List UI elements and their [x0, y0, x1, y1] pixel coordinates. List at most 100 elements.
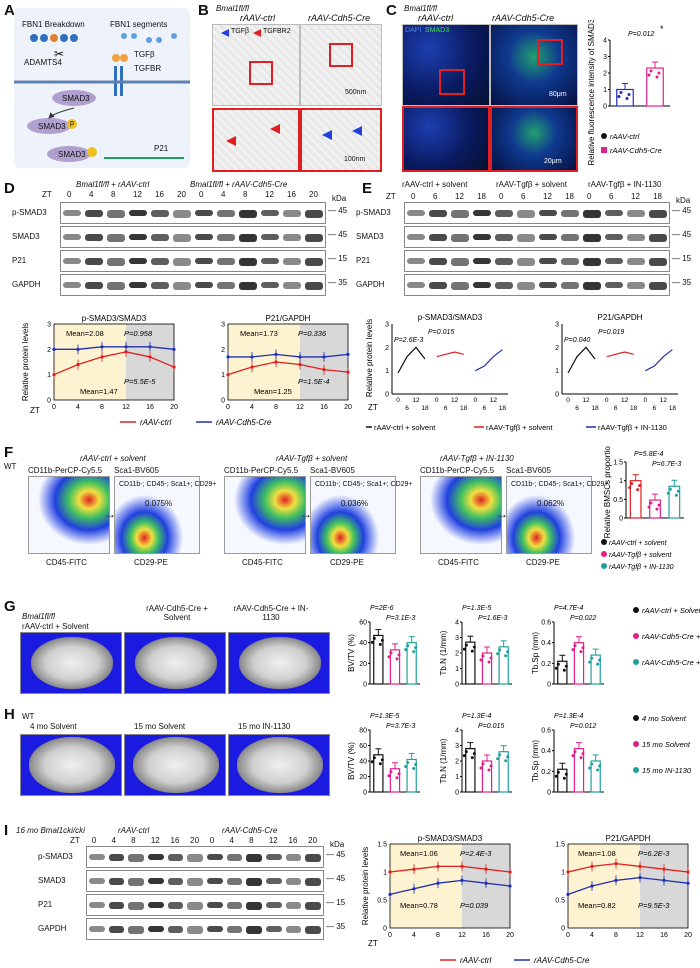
y-axis-label: Relative protein levels [366, 319, 374, 397]
x-tick-label: 6 [444, 405, 448, 412]
data-point [100, 355, 104, 359]
blot-band [85, 210, 103, 217]
blot-band [451, 258, 469, 266]
blot-band [89, 854, 105, 860]
blot-band [207, 902, 223, 908]
data-point [470, 649, 474, 653]
blot-band [128, 878, 144, 886]
panel-h-wt: WT [22, 712, 35, 721]
legend-marker [633, 607, 639, 613]
y-axis-label: Tb.Sp (mm) [531, 740, 540, 783]
panel-e-label: E [362, 180, 373, 197]
x-tick-label: 12 [412, 397, 420, 404]
data-point [76, 362, 80, 367]
flow-gate-label: CD11b-; CD45-; Sca1+; CD29+ [119, 481, 217, 488]
data-point [397, 772, 401, 776]
smad3-p-label: SMAD3 [38, 122, 66, 131]
blot-band [451, 234, 469, 242]
blot-band [627, 282, 645, 289]
blot-band [473, 258, 491, 264]
data-point [100, 345, 104, 349]
data-point [655, 75, 659, 79]
blot-strip [60, 250, 326, 272]
data-point [566, 892, 570, 896]
blot-band [128, 854, 144, 862]
blot-band [195, 282, 213, 288]
blot-band [305, 234, 323, 242]
zt-value: 6 [521, 192, 526, 201]
data-point [573, 750, 577, 754]
blot-band [89, 926, 105, 932]
data-point [630, 482, 634, 486]
data-point [655, 507, 659, 511]
panel-i-label: I [4, 822, 9, 839]
legend-label: rAAV-Cdh5-Cre [216, 418, 272, 427]
x-tick-label: 12 [451, 397, 459, 404]
data-point [481, 762, 485, 766]
y-tick-label: 1 [619, 478, 623, 485]
p21-label: P21 [154, 144, 169, 153]
legend-marker [601, 563, 607, 569]
panel-f-group3: rAAV-Tgfβ + IN-1130 [440, 454, 514, 463]
blot-band [89, 902, 105, 908]
data-point [496, 652, 500, 656]
data-point [226, 355, 230, 359]
flow-y-label-1: CD11b-PerCP-Cy5.5 [420, 466, 495, 475]
series-line [228, 353, 349, 358]
zt-value: 12 [150, 836, 160, 845]
series-line [54, 346, 175, 350]
data-point [250, 355, 254, 359]
blot-band [283, 282, 301, 289]
zt-value: 12 [543, 192, 552, 201]
data-point [460, 864, 464, 868]
y-tick-label: 3 [555, 322, 559, 329]
y-axis-label: Tb.Sp (mm) [531, 632, 540, 675]
zt-value: 0 [209, 836, 215, 845]
data-point [598, 658, 602, 662]
legend-label: rAAV-ctrl + solvent [374, 423, 436, 432]
y-tick-label: 0 [47, 398, 51, 405]
flow-plot-cd45-cd11b [28, 476, 110, 554]
blot-band [187, 878, 203, 886]
x-tick-label: 6 [405, 405, 409, 412]
y-tick-label: 1 [603, 87, 607, 94]
blot-band [107, 210, 125, 218]
y-axis-label: BV/TV (%) [347, 742, 356, 780]
blot-row-label: p-SMAD3 [38, 852, 73, 861]
data-point [414, 762, 418, 766]
y-tick-label: 3 [455, 743, 459, 750]
data-point [638, 864, 642, 868]
legend-label: rAAV-Cdh5-Cre + Solvent [642, 632, 700, 641]
data-point [647, 73, 651, 77]
blot-band [627, 258, 645, 265]
flow-plot-cd29-sca1: CD11b-; CD45-; Sca1+; CD29+ 0.062% [506, 476, 609, 554]
panel-d-label: D [4, 180, 15, 197]
y-tick-label: 4 [455, 620, 459, 627]
legend-marker [633, 767, 639, 773]
blot-band [561, 210, 579, 217]
panel-h-img2: 15 mo Solvent [134, 722, 186, 731]
blot-band [195, 210, 213, 216]
y-tick-label: 3 [221, 322, 225, 329]
scale-bar-100nm: 100nm [344, 156, 366, 163]
western-blot-i: p-SMAD3 — 45 SMAD3 — 45 P21 — 15 GAPDH — 35 [38, 846, 360, 946]
p-value-label: P=2.6E-3 [394, 337, 423, 344]
zt-value: 16 [287, 190, 296, 199]
y-tick-label: 3 [47, 322, 51, 329]
legend-marker [633, 659, 639, 665]
data-point [590, 884, 594, 888]
data-point [579, 756, 583, 760]
zoom-box [537, 39, 563, 65]
x-tick-label: 20 [684, 932, 692, 939]
blot-band [283, 258, 301, 265]
data-point [686, 870, 690, 874]
data-point [508, 870, 512, 874]
blot-band [239, 258, 257, 266]
data-point [506, 755, 510, 759]
y-tick-label: 1 [47, 372, 51, 379]
blot-band [266, 926, 282, 932]
zt-value: 0 [91, 836, 97, 845]
legend-label: rAAV-Tgfβ + IN-1130 [609, 564, 674, 571]
blot-band [217, 258, 235, 265]
